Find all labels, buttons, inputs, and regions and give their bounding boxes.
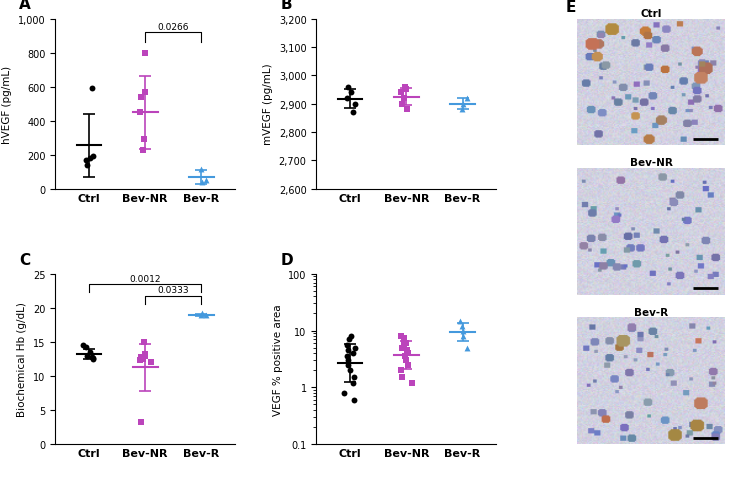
- Point: [458, 327, 470, 335]
- Y-axis label: VEGF % positive area: VEGF % positive area: [272, 304, 283, 415]
- Point: [139, 352, 151, 360]
- Point: [197, 310, 208, 318]
- Point: [346, 332, 358, 340]
- Point: [195, 311, 207, 319]
- Point: [80, 344, 92, 351]
- Point: [344, 336, 355, 344]
- Point: [135, 418, 146, 426]
- Point: [400, 353, 411, 361]
- Point: [402, 349, 414, 357]
- Point: [349, 344, 361, 352]
- Point: [339, 389, 350, 397]
- Point: [349, 101, 361, 108]
- Y-axis label: mVEGF (pg/mL): mVEGF (pg/mL): [263, 64, 273, 145]
- Text: E: E: [566, 0, 576, 15]
- Text: D: D: [280, 252, 293, 267]
- Point: [347, 109, 359, 117]
- Point: [135, 94, 146, 102]
- Point: [85, 348, 96, 356]
- Point: [456, 106, 468, 114]
- Point: [80, 157, 92, 164]
- Title: Ctrl: Ctrl: [640, 9, 662, 19]
- Point: [200, 312, 212, 320]
- Point: [86, 353, 98, 361]
- Point: [400, 346, 412, 354]
- Point: [396, 101, 408, 108]
- Point: [347, 379, 359, 387]
- Point: [135, 353, 146, 361]
- Point: [398, 338, 410, 346]
- Point: [77, 342, 89, 349]
- Point: [140, 350, 152, 358]
- Point: [138, 338, 150, 346]
- Point: [342, 83, 354, 91]
- Point: [396, 344, 408, 352]
- Point: [88, 354, 99, 362]
- Point: [406, 379, 417, 387]
- Text: 0.0333: 0.0333: [158, 285, 189, 295]
- Point: [396, 374, 408, 382]
- Point: [81, 352, 93, 360]
- Point: [398, 334, 410, 342]
- Title: Bev-R: Bev-R: [634, 307, 668, 317]
- Point: [86, 85, 98, 93]
- Point: [461, 95, 473, 102]
- Point: [347, 349, 359, 357]
- Point: [344, 366, 355, 374]
- Point: [138, 136, 150, 144]
- Point: [346, 89, 358, 97]
- Point: [135, 357, 146, 365]
- Point: [457, 101, 469, 108]
- Point: [400, 106, 412, 114]
- Text: C: C: [19, 252, 30, 267]
- Text: B: B: [280, 0, 292, 12]
- Point: [454, 317, 466, 325]
- Point: [395, 332, 407, 340]
- Point: [137, 146, 149, 154]
- Text: A: A: [19, 0, 31, 12]
- Point: [137, 355, 149, 363]
- Point: [398, 95, 410, 102]
- Point: [400, 357, 411, 365]
- Point: [342, 357, 354, 365]
- Point: [400, 83, 411, 91]
- Y-axis label: Biochemical Hb (g/dL): Biochemical Hb (g/dL): [18, 302, 27, 416]
- Point: [348, 374, 360, 382]
- Point: [81, 162, 93, 169]
- Point: [397, 342, 409, 349]
- Point: [395, 366, 407, 374]
- Point: [461, 344, 473, 352]
- Text: 0.0012: 0.0012: [130, 274, 161, 283]
- Point: [341, 353, 353, 361]
- Point: [457, 332, 469, 340]
- Point: [145, 359, 157, 366]
- Point: [348, 396, 360, 404]
- Point: [456, 323, 468, 330]
- Point: [400, 86, 411, 94]
- Title: Bev-NR: Bev-NR: [630, 158, 673, 168]
- Text: 0.0266: 0.0266: [158, 23, 189, 32]
- Point: [88, 152, 99, 160]
- Point: [200, 177, 212, 185]
- Point: [195, 166, 207, 174]
- Point: [139, 50, 151, 58]
- Point: [395, 89, 407, 97]
- Y-axis label: hVEGF (pg/mL): hVEGF (pg/mL): [2, 65, 13, 143]
- Point: [88, 355, 99, 363]
- Point: [197, 179, 208, 186]
- Point: [400, 340, 411, 347]
- Point: [403, 361, 414, 369]
- Point: [342, 361, 354, 369]
- Point: [85, 155, 96, 163]
- Point: [341, 95, 353, 102]
- Point: [135, 109, 146, 117]
- Point: [342, 342, 353, 349]
- Point: [140, 89, 152, 97]
- Point: [342, 346, 353, 354]
